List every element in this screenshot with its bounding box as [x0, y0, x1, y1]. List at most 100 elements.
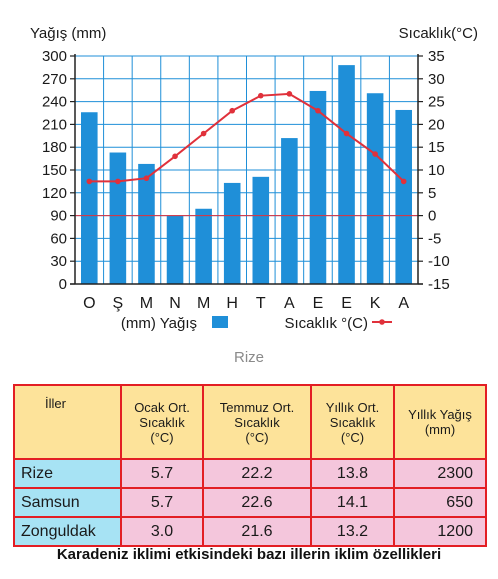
x-tick-label: E	[313, 295, 324, 312]
header-line: (°C)	[150, 429, 174, 445]
bar-precipitation	[281, 138, 298, 284]
right-tick-label: 10	[428, 162, 445, 179]
bar-precipitation	[309, 90, 327, 285]
temperature-point	[400, 178, 407, 185]
city-cell: Rize	[13, 458, 122, 489]
climate-table-wrapper: İller Ocak Ort. Sıcaklık (°C) Temmuz Ort. Sıc…	[13, 384, 487, 547]
legend-label-temperature: Sıcaklık °(C)	[284, 315, 368, 332]
table-row: Zonguldak 3.0 21.6 13.2 1200	[13, 516, 487, 547]
header-line: Sıcaklık	[234, 414, 280, 430]
bar-precipitation	[109, 152, 127, 284]
table-row: Rize 5.7 22.2 13.8 2300	[13, 458, 487, 489]
temperature-point	[143, 175, 150, 182]
value-cell: 13.8	[310, 458, 395, 489]
legend-marker-temperature	[379, 319, 385, 325]
bar-precipitation	[195, 208, 212, 284]
temperature-line	[89, 92, 405, 183]
right-tick-label: -15	[428, 276, 450, 293]
bar-precipitation	[366, 93, 384, 285]
climate-table: İller Ocak Ort. Sıcaklık (°C) Temmuz Ort. Sıc…	[13, 384, 487, 547]
x-tick-label: N	[169, 295, 181, 312]
x-tick-label: O	[83, 295, 95, 312]
bar-precipitation	[338, 65, 355, 285]
right-axis-title: Sıcaklık(°C)	[399, 25, 478, 42]
header-line: İller	[45, 396, 66, 411]
header-line: (mm)	[424, 422, 456, 437]
table-row: Samsun 5.7 22.6 14.1 650	[13, 487, 487, 518]
table-header-cell: Yıllık Ort. Sıcaklık (°C)	[310, 384, 395, 460]
right-tick-label: -10	[428, 253, 450, 270]
table-body: Rize 5.7 22.2 13.8 2300 Samsun 5.7 22.6 14.1 650 Z…	[13, 458, 487, 547]
table-header-cell: Yıllık Yağış (mm)	[393, 384, 487, 460]
value-cell: 22.2	[202, 458, 312, 489]
header-line: Temmuz Ort.	[219, 399, 295, 415]
right-tick-label: 20	[428, 116, 445, 133]
left-tick-label: 90	[50, 208, 67, 225]
value-cell: 5.7	[120, 487, 204, 518]
right-tick-label: 5	[428, 185, 436, 202]
left-tick-label: 210	[42, 116, 67, 133]
value-cell: 1200	[393, 516, 487, 547]
right-tick-label: 15	[428, 139, 445, 156]
table-header-cell: İller	[13, 384, 122, 460]
legend-label-precipitation: (mm) Yağış	[121, 315, 197, 332]
temperature-point	[315, 107, 321, 114]
temperature-point	[86, 178, 93, 185]
x-tick-label: E	[341, 295, 352, 312]
chart-caption: Rize	[233, 349, 264, 366]
header-line: Yıllık Yağış	[408, 407, 472, 422]
right-tick-label: 35	[428, 48, 445, 65]
header-line: Sıcaklık	[139, 414, 185, 430]
x-tick-label: A	[284, 295, 295, 312]
right-tick-label: 30	[428, 71, 445, 88]
left-tick-label: 180	[42, 139, 67, 156]
value-cell: 21.6	[202, 516, 312, 547]
bar-precipitation	[138, 163, 155, 284]
value-cell: 2300	[393, 458, 487, 489]
value-cell: 5.7	[120, 458, 204, 489]
x-tick-label: A	[398, 295, 409, 312]
temperature-point	[229, 107, 236, 114]
header-line: Sıcaklık	[329, 414, 376, 430]
header-line: Yıllık Ort.	[325, 399, 380, 415]
left-tick-label: 270	[42, 71, 67, 88]
temperature-point	[286, 91, 293, 97]
left-tick-label: 240	[42, 94, 67, 111]
value-cell: 3.0	[120, 516, 204, 547]
header-line: (°C)	[245, 429, 269, 445]
left-tick-label: 120	[42, 185, 67, 202]
temperature-point	[200, 130, 207, 137]
x-tick-label: K	[370, 295, 381, 312]
legend-swatch-precipitation	[212, 316, 228, 328]
table-header-cell: Temmuz Ort. Sıcaklık (°C)	[202, 384, 312, 460]
left-tick-label: 150	[42, 162, 67, 179]
value-cell: 650	[393, 487, 487, 518]
temperature-point	[172, 153, 178, 160]
value-cell: 13.2	[310, 516, 395, 547]
bar-precipitation	[252, 176, 270, 284]
right-tick-label: 0	[428, 208, 436, 225]
temperature-point	[343, 130, 350, 137]
left-tick-label: 0	[59, 276, 67, 293]
value-cell: 22.6	[202, 487, 312, 518]
city-cell: Zonguldak	[13, 516, 122, 547]
x-tick-label: M	[197, 295, 210, 312]
left-tick-label: 300	[42, 48, 67, 65]
value-cell: 14.1	[310, 487, 395, 518]
bar-precipitation	[166, 215, 184, 284]
climate-chart: 0 30 60 90 120 150 180 210 240 270 300 -15 -10 -5 0 5 10…	[30, 25, 478, 332]
right-tick-label: -5	[428, 230, 441, 247]
temperature-point	[372, 151, 378, 157]
bar-precipitation	[395, 109, 412, 285]
bar-precipitation	[223, 182, 241, 284]
x-tick-label: M	[140, 295, 153, 312]
table-header-cell: Ocak Ort. Sıcaklık (°C)	[120, 384, 204, 460]
x-tick-label: H	[226, 295, 238, 312]
x-tick-label: Ş	[113, 295, 124, 312]
header-line: (°C)	[340, 429, 365, 445]
x-tick-label: T	[256, 295, 266, 312]
table-title: Karadeniz iklimi etkisindeki bazı illeri…	[56, 546, 442, 563]
city-cell: Samsun	[13, 487, 122, 518]
left-tick-label: 30	[50, 253, 67, 270]
bar-precipitation	[81, 112, 98, 285]
